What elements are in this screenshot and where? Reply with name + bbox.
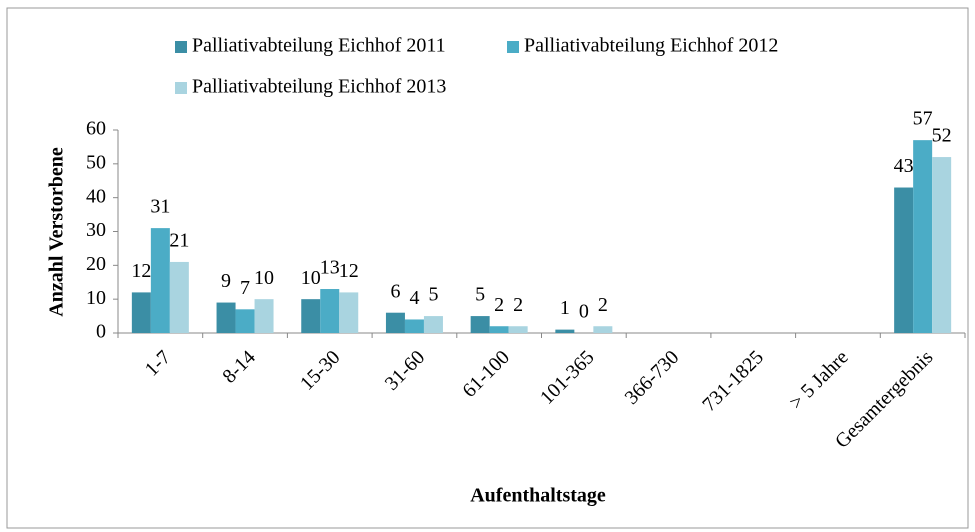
y-tick-label: 10 <box>86 287 106 309</box>
bar <box>894 187 914 333</box>
y-tick-label: 0 <box>96 321 106 343</box>
y-tick-label: 30 <box>86 219 106 241</box>
bar <box>913 140 933 333</box>
bar <box>385 312 405 333</box>
data-label: 10 <box>254 267 274 289</box>
data-label: 9 <box>221 270 231 292</box>
bar <box>235 309 255 333</box>
bar <box>932 157 952 333</box>
data-label: 13 <box>320 257 340 279</box>
legend-label: Palliativabteilung Eichhof 2013 <box>192 76 446 98</box>
x-axis-title: Aufenthaltstage <box>470 485 606 507</box>
y-tick-label: 50 <box>86 151 106 173</box>
data-label: 10 <box>301 267 321 289</box>
y-axis-title: Anzahl Verstorbene <box>46 147 68 317</box>
bar <box>339 292 359 333</box>
bar <box>150 228 170 333</box>
data-label: 7 <box>240 277 250 299</box>
legend-swatch <box>175 41 187 53</box>
data-label: 57 <box>913 108 933 130</box>
bar <box>470 316 490 333</box>
data-label: 43 <box>894 155 914 177</box>
y-tick-label: 20 <box>86 253 106 275</box>
data-label: 31 <box>150 196 170 218</box>
bar <box>489 326 509 333</box>
data-label: 2 <box>513 294 523 316</box>
data-label: 5 <box>475 284 485 306</box>
bar <box>593 326 613 333</box>
data-label: 12 <box>339 260 359 282</box>
y-tick-label: 60 <box>86 118 106 140</box>
y-tick-label: 40 <box>86 185 106 207</box>
bar <box>254 299 274 333</box>
data-label: 21 <box>169 230 189 252</box>
data-label: 2 <box>494 294 504 316</box>
data-label: 1 <box>560 297 570 319</box>
data-label: 4 <box>409 287 419 309</box>
data-label: 52 <box>932 125 952 147</box>
bar <box>131 292 151 333</box>
bar <box>169 261 189 333</box>
bar <box>216 302 236 333</box>
legend-label: Palliativabteilung Eichhof 2012 <box>524 35 778 57</box>
bar <box>423 316 443 333</box>
bar <box>404 319 424 333</box>
bar <box>301 299 321 333</box>
data-label: 12 <box>131 260 151 282</box>
data-label: 0 <box>579 301 589 323</box>
data-label: 5 <box>428 284 438 306</box>
legend-swatch <box>175 82 187 94</box>
bar <box>320 289 340 333</box>
bar <box>508 326 528 333</box>
data-label: 6 <box>390 280 400 302</box>
legend-swatch <box>507 41 519 53</box>
legend-label: Palliativabteilung Eichhof 2011 <box>192 35 446 57</box>
bar <box>555 329 575 333</box>
data-label: 2 <box>598 294 608 316</box>
